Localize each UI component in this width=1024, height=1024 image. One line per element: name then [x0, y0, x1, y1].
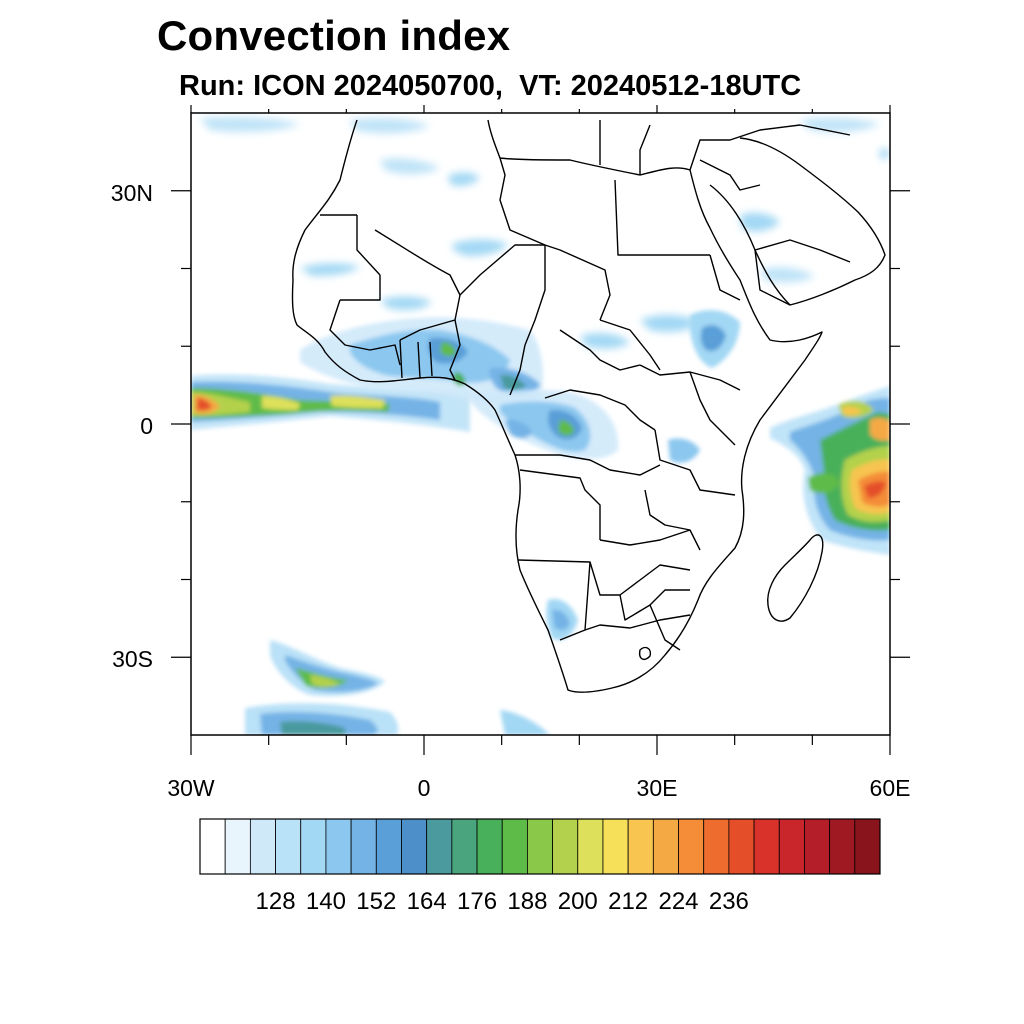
colorbar-tick-label: 140: [305, 888, 346, 915]
colorbar-tick-label: 188: [507, 888, 548, 915]
region-west-africa: [300, 317, 543, 406]
region-southern-ocean: [245, 703, 550, 735]
africa-coastline: [291, 119, 823, 693]
colorbar-tick-label: 212: [608, 888, 649, 915]
colorbar-tick-label: 176: [457, 888, 498, 915]
colorbar-tick-label: 236: [708, 888, 749, 915]
plot-subtitle: Run: ICON 2024050700, VT: 20240512-18UTC: [179, 70, 802, 102]
lat-label-30n: 30N: [110, 180, 153, 206]
lon-label-30w: 30W: [167, 775, 215, 801]
colorbar-tick-label: 128: [255, 888, 296, 915]
region-congo: [470, 389, 619, 459]
lat-label-0: 0: [140, 413, 153, 439]
convection-field: [191, 116, 890, 735]
region-sahel-scattered: [300, 148, 890, 349]
region-southern-africa: [546, 598, 578, 640]
colorbar-tick-label: 224: [658, 888, 699, 915]
lon-label-30e: 30E: [636, 775, 678, 801]
lon-label-0: 0: [417, 775, 431, 801]
colorbar-tick-label: 152: [356, 888, 397, 915]
madagascar-coastline: [767, 534, 824, 622]
plot-frame: [171, 105, 910, 755]
region-south-atlantic: [270, 640, 385, 696]
colorbar-tick-label: 200: [557, 888, 598, 915]
lon-label-60e: 60E: [869, 775, 911, 801]
country-borders: [291, 119, 886, 693]
plot-title: Convection index: [157, 12, 511, 59]
region-indian-ocean: [770, 386, 890, 555]
colorbar-tick-label: 164: [406, 888, 447, 915]
region-ethiopia: [668, 310, 740, 463]
region-north-scattered: [200, 116, 880, 283]
lat-label-30s: 30S: [112, 646, 153, 672]
